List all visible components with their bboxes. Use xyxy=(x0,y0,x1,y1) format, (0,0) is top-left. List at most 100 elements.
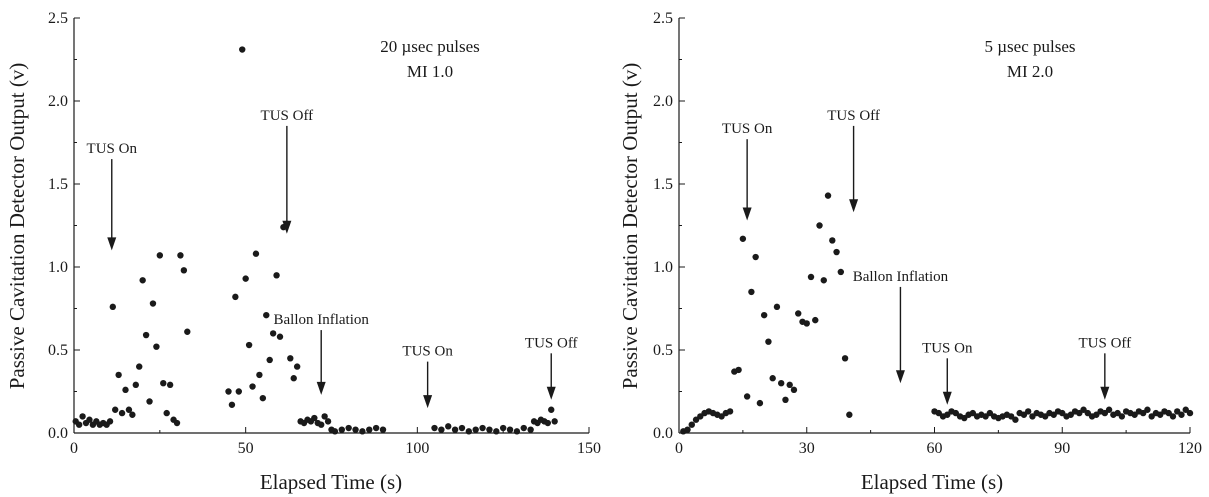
data-point xyxy=(276,333,284,340)
x-tick-label: 60 xyxy=(927,440,943,457)
data-point xyxy=(259,394,267,402)
data-point xyxy=(180,267,188,274)
data-point xyxy=(136,363,143,370)
data-point xyxy=(1012,416,1019,423)
data-point xyxy=(352,426,359,433)
data-point xyxy=(273,272,280,279)
data-point xyxy=(1186,409,1194,417)
x-tick-label: 30 xyxy=(799,440,815,457)
data-point xyxy=(318,421,325,428)
data-point xyxy=(548,406,555,413)
annotation-label: TUS Off xyxy=(261,108,314,124)
data-point xyxy=(739,235,747,242)
data-point xyxy=(173,419,181,427)
y-axis-title: Passive Cavitation Detector Output (v) xyxy=(618,63,642,390)
data-point xyxy=(132,381,139,389)
annotation-label: TUS On xyxy=(402,344,453,360)
data-point xyxy=(321,413,328,420)
data-point xyxy=(156,252,164,259)
data-point xyxy=(846,411,853,418)
data-point xyxy=(146,398,153,405)
data-point xyxy=(112,406,119,413)
data-point xyxy=(287,355,294,362)
annotation-arrow-head xyxy=(423,395,433,409)
data-point xyxy=(479,424,486,432)
data-point xyxy=(1024,408,1032,415)
data-point xyxy=(520,424,527,432)
x-tick-label: 120 xyxy=(1178,440,1202,457)
data-point xyxy=(122,386,129,394)
data-point xyxy=(684,426,691,433)
data-point xyxy=(86,416,93,423)
data-point xyxy=(837,268,845,276)
data-point xyxy=(735,366,742,374)
data-point xyxy=(803,320,810,327)
annotation-label: TUS On xyxy=(722,121,773,137)
data-point xyxy=(1118,413,1126,420)
data-point xyxy=(290,375,297,382)
x-tick-label: 0 xyxy=(675,440,683,457)
annotation-arrow-head xyxy=(895,370,905,384)
data-point xyxy=(445,423,452,430)
data-point xyxy=(1144,406,1151,413)
annotation-arrow-head xyxy=(1100,386,1110,400)
data-point xyxy=(242,275,249,282)
data-point xyxy=(239,46,246,53)
data-point xyxy=(743,393,751,400)
annotation-label: TUS Off xyxy=(525,335,578,351)
annotation-arrow-head xyxy=(282,220,292,234)
y-tick-label: 2.5 xyxy=(653,10,673,27)
data-point xyxy=(372,424,380,432)
x-tick-label: 150 xyxy=(577,440,601,457)
data-point xyxy=(311,414,318,422)
data-point xyxy=(782,396,789,403)
annotation-label: TUS On xyxy=(922,340,973,356)
data-point xyxy=(829,237,836,244)
data-point xyxy=(748,288,755,296)
data-point xyxy=(451,426,459,433)
data-point xyxy=(786,381,793,389)
y-tick-label: 2.0 xyxy=(653,93,673,110)
data-point xyxy=(245,341,253,349)
data-point xyxy=(106,418,114,425)
chart-panel-5usec: Passive Cavitation Detector Output (v) E… xyxy=(618,10,1202,494)
data-point xyxy=(324,418,332,425)
data-point xyxy=(527,426,534,433)
data-point xyxy=(1105,406,1113,413)
data-point xyxy=(109,303,116,311)
data-point xyxy=(139,277,146,284)
annotation-label: TUS On xyxy=(87,141,138,157)
data-point xyxy=(438,426,445,433)
y-tick-label: 1.5 xyxy=(48,176,68,193)
y-tick-label: 2.0 xyxy=(48,93,68,110)
pulse-note: 20 µsec pulses xyxy=(380,37,480,56)
data-point xyxy=(1178,411,1185,418)
mi-note: MI 2.0 xyxy=(1007,62,1053,81)
data-point xyxy=(816,222,823,229)
data-point xyxy=(465,428,473,435)
data-point xyxy=(149,300,157,307)
data-point xyxy=(726,408,734,415)
data-point xyxy=(235,388,242,395)
data-point xyxy=(331,428,339,435)
data-point xyxy=(778,380,785,387)
data-point xyxy=(359,428,366,435)
data-point xyxy=(142,331,150,339)
data-point xyxy=(338,426,345,433)
data-point xyxy=(752,253,759,261)
data-point xyxy=(79,413,86,420)
data-point xyxy=(232,293,239,301)
data-point xyxy=(756,399,764,407)
y-tick-label: 0.0 xyxy=(48,425,68,442)
data-point xyxy=(688,421,695,428)
y-axis-title: Passive Cavitation Detector Output (v) xyxy=(5,63,29,390)
data-point xyxy=(118,409,126,417)
data-point xyxy=(163,409,170,417)
data-point xyxy=(263,311,270,319)
x-tick-label: 0 xyxy=(70,440,78,457)
annotation-arrow-head xyxy=(546,386,556,400)
data-point xyxy=(760,311,768,319)
data-point xyxy=(458,424,466,432)
data-point xyxy=(293,363,301,370)
data-point xyxy=(225,388,232,395)
